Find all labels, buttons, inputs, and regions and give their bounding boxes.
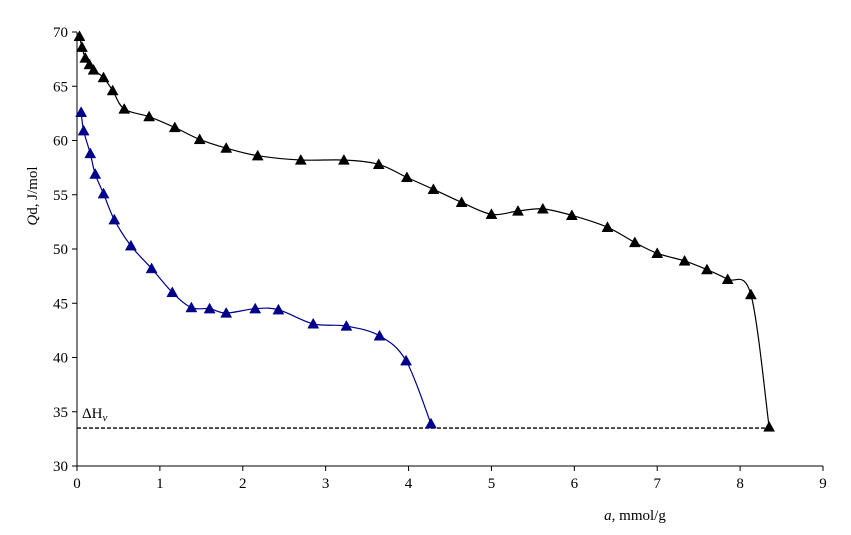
- series-2-marker: [272, 303, 285, 315]
- series-1-marker: [76, 41, 88, 52]
- y-tick-label: 35: [53, 405, 68, 421]
- series-1-marker: [651, 247, 664, 258]
- y-tick-label: 70: [53, 25, 68, 41]
- series-2-marker: [400, 354, 412, 366]
- series-2-marker: [373, 329, 386, 341]
- x-tick-label: 9: [819, 476, 827, 492]
- series-1-marker: [73, 30, 86, 41]
- y-axis-title: Qd, J/mol: [25, 166, 41, 225]
- series-1-marker: [400, 171, 413, 183]
- y-tick-label: 50: [53, 242, 68, 258]
- series-1-marker: [601, 221, 614, 232]
- series-1-marker: [485, 208, 498, 219]
- series-1-marker: [294, 154, 307, 165]
- series-1-marker: [251, 149, 264, 161]
- series-1-marker: [455, 196, 468, 207]
- y-tick-label: 60: [53, 134, 68, 150]
- series-2-marker: [124, 239, 137, 251]
- series-1-marker: [337, 154, 350, 165]
- series-2-marker: [75, 106, 88, 117]
- series-1-marker: [701, 263, 713, 275]
- x-tick-label: 2: [239, 476, 247, 492]
- series-group: [73, 30, 776, 432]
- series-2-marker: [249, 302, 262, 314]
- series-2-marker: [77, 124, 90, 136]
- series-1-marker: [118, 103, 131, 114]
- x-tick-label: 3: [322, 476, 330, 492]
- x-tick-label: 1: [156, 476, 164, 492]
- series-1-line: [78, 36, 770, 428]
- y-tick-label: 55: [53, 188, 68, 204]
- series-1-marker: [628, 236, 641, 248]
- series-1-marker: [721, 273, 734, 285]
- series-2-marker: [203, 302, 216, 314]
- series-1-marker: [143, 110, 156, 122]
- series-1-marker: [79, 52, 92, 63]
- series-2-marker: [145, 262, 158, 274]
- series-2-marker: [89, 168, 102, 179]
- x-tick-label: 6: [571, 476, 579, 492]
- series-1-marker: [536, 202, 549, 214]
- x-tick-label: 7: [653, 476, 661, 492]
- series-2-marker: [220, 307, 233, 318]
- series-2-marker: [97, 187, 110, 199]
- series-1-marker: [763, 420, 776, 432]
- series-2-marker: [84, 147, 97, 159]
- series-1-marker: [372, 158, 385, 170]
- reference-line-label: ΔHv: [82, 406, 107, 424]
- series-1-marker: [512, 205, 524, 216]
- x-tick-label: 4: [405, 476, 413, 492]
- y-tick-label: 65: [53, 79, 68, 95]
- series-2-marker: [185, 301, 198, 313]
- series-1-marker: [744, 288, 757, 300]
- y-tick-label: 40: [53, 351, 68, 367]
- x-tick-label: 8: [736, 476, 744, 492]
- series-1-marker: [193, 133, 206, 145]
- series-1-marker: [427, 183, 440, 194]
- y-tick-label: 30: [53, 459, 68, 475]
- series-1-marker: [565, 209, 578, 221]
- series-2-marker: [425, 417, 437, 429]
- x-tick-label: 5: [488, 476, 496, 492]
- series-1-marker: [168, 121, 181, 133]
- x-axis-title: a, mmol/g: [604, 508, 666, 524]
- series-1-marker: [87, 63, 100, 75]
- series-1-marker: [220, 142, 233, 153]
- x-tick-label: 0: [73, 476, 81, 492]
- series-2-marker: [166, 286, 179, 298]
- series-2-marker: [307, 317, 320, 329]
- series-1-marker: [97, 71, 110, 83]
- series-2-marker: [108, 213, 121, 225]
- series-1-marker: [678, 254, 691, 266]
- y-tick-label: 45: [53, 296, 68, 312]
- series-1-marker: [106, 84, 119, 96]
- series-2-marker: [340, 320, 353, 331]
